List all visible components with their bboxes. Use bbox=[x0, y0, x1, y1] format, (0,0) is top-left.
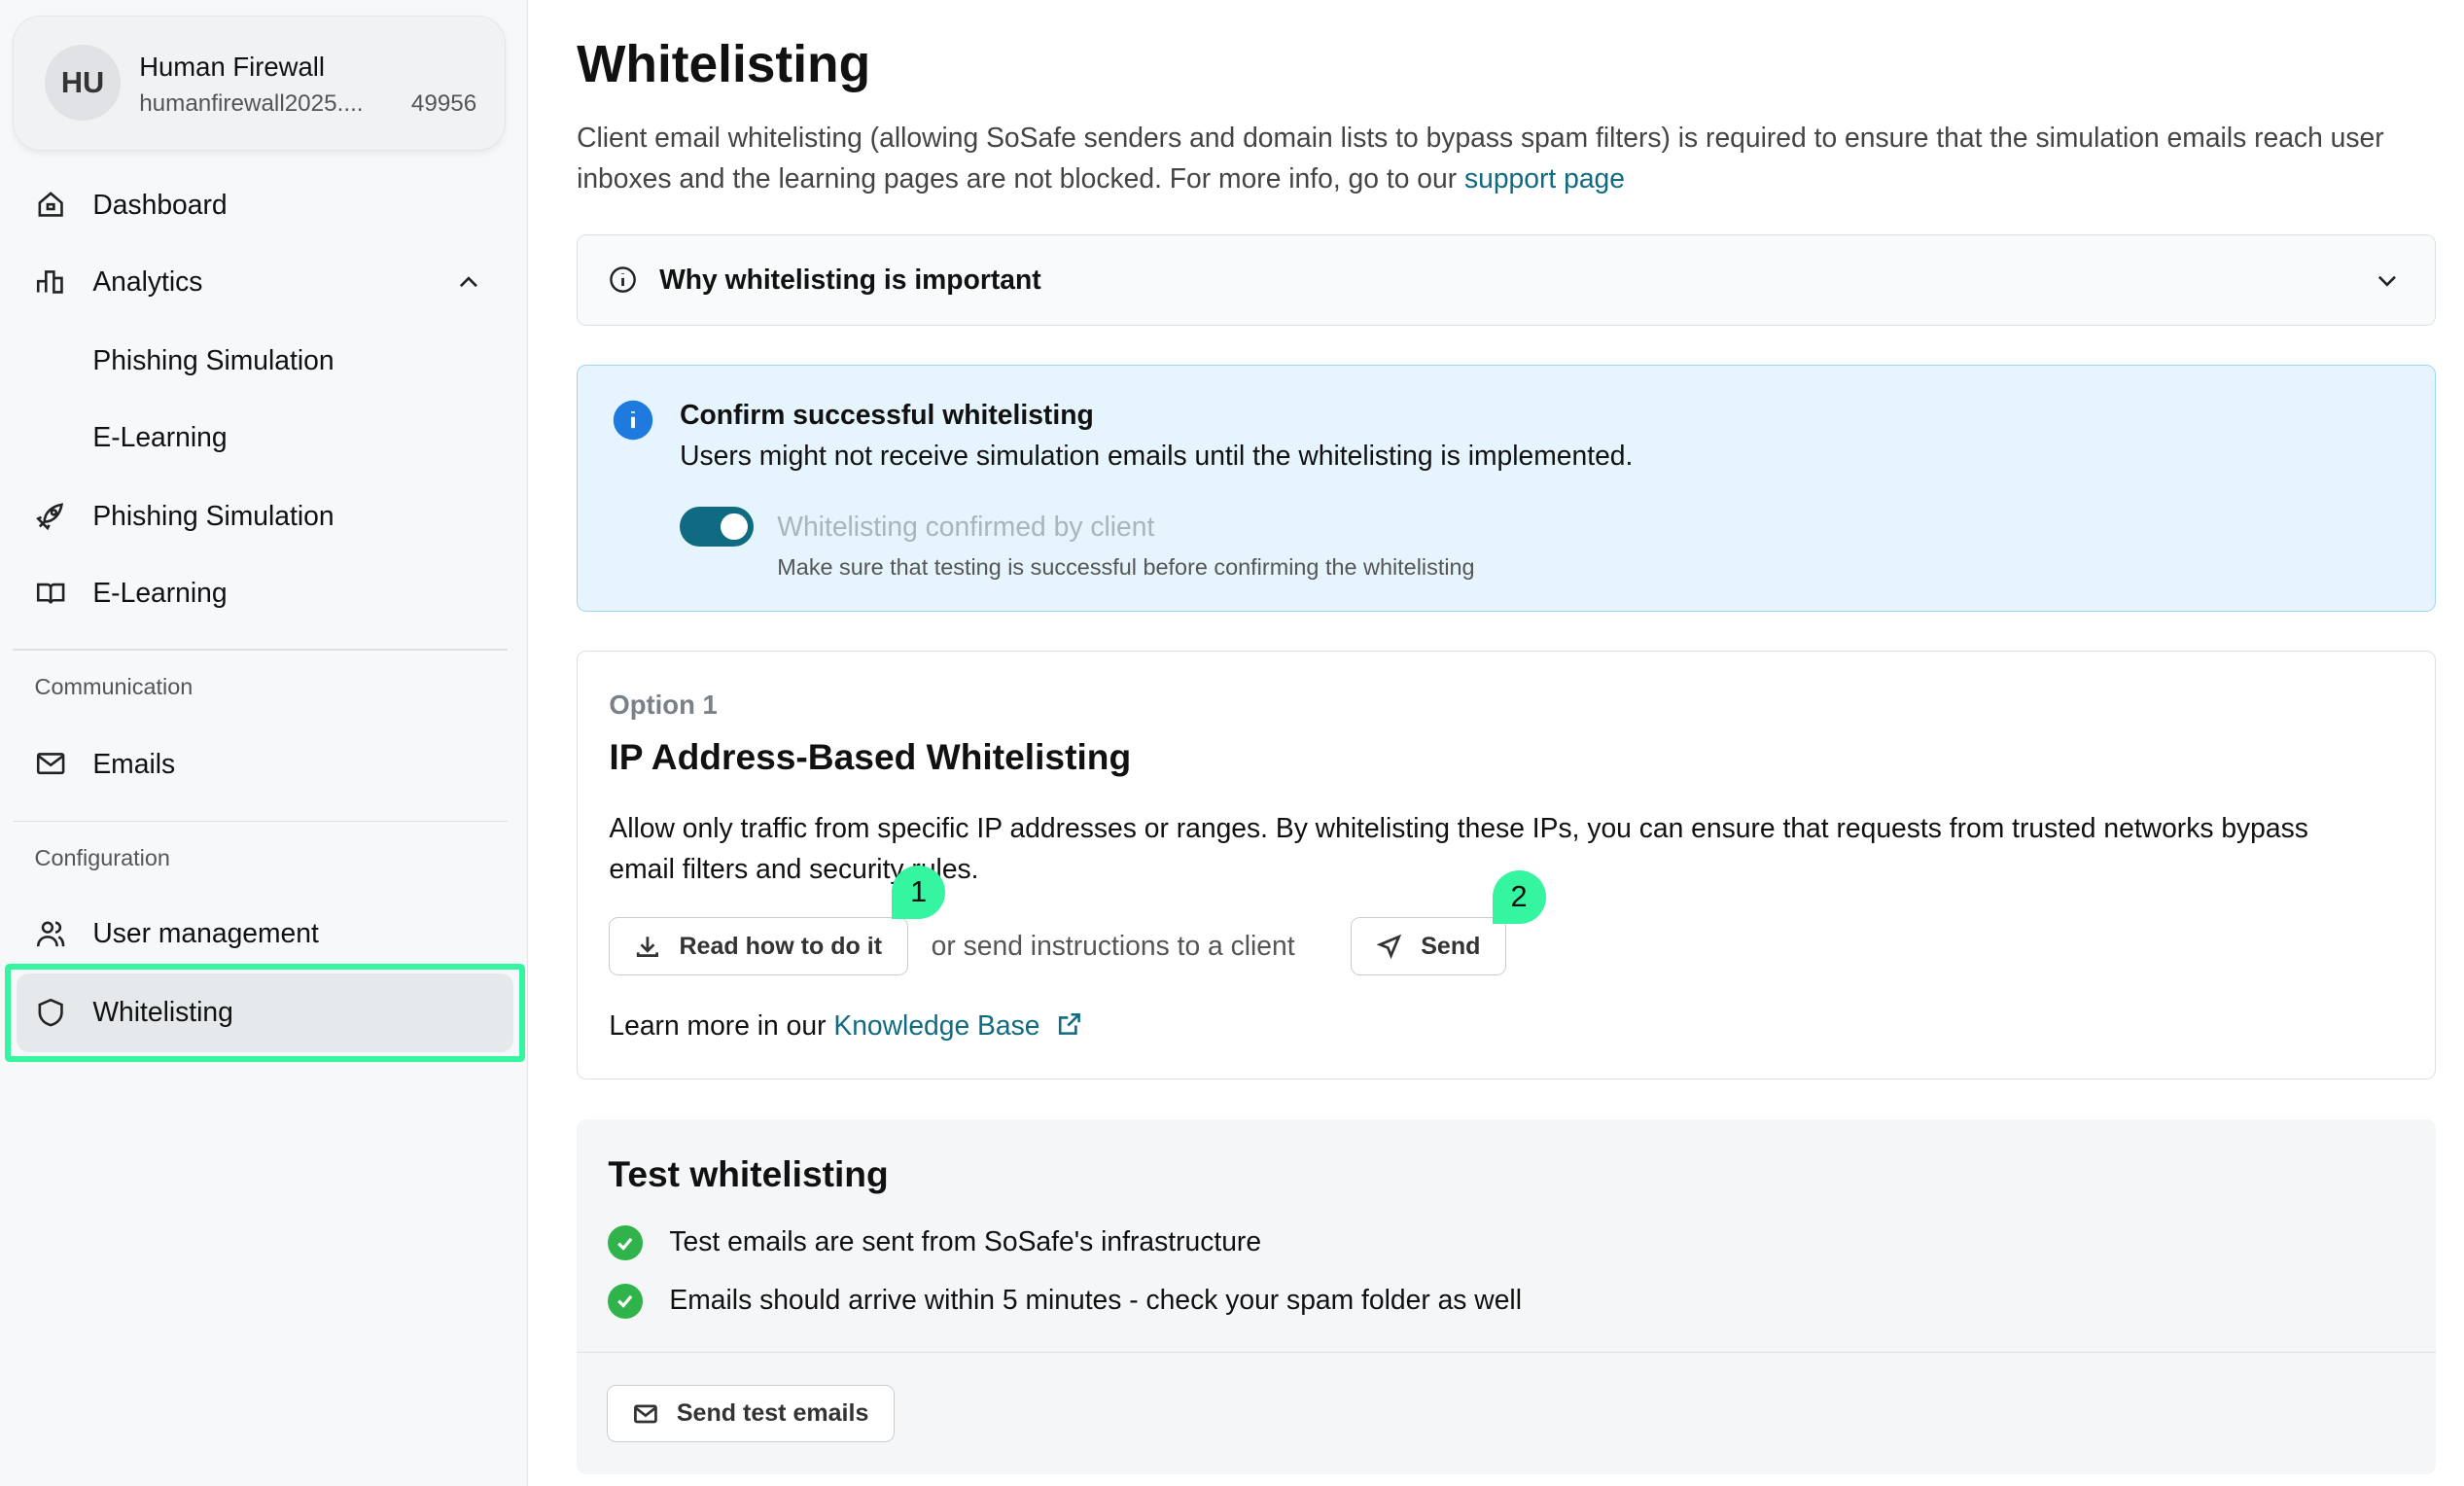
sidebar-item-analytics-elearning[interactable]: E-Learning bbox=[92, 413, 227, 460]
knowledge-base-link[interactable]: Knowledge Base bbox=[833, 1009, 1040, 1042]
send-icon bbox=[1376, 934, 1402, 959]
sidebar-item-label: User management bbox=[92, 917, 319, 949]
chevron-down-icon bbox=[2378, 275, 2397, 287]
support-link[interactable]: support page bbox=[1463, 161, 1625, 194]
why-whitelisting-accordion[interactable]: Why whitelisting is important bbox=[577, 233, 2436, 326]
divider bbox=[12, 820, 508, 823]
send-button[interactable]: Send bbox=[1351, 917, 1507, 975]
mail-icon bbox=[36, 753, 64, 775]
sidebar-item-label: Whitelisting bbox=[92, 996, 233, 1028]
annotation-badge-2: 2 bbox=[1492, 869, 1546, 924]
account-email: humanfirewall2025.... bbox=[139, 90, 364, 118]
home-icon bbox=[38, 192, 63, 217]
learn-more: Learn more in our Knowledge Base bbox=[609, 1009, 1082, 1042]
chevron-up-icon[interactable] bbox=[456, 270, 481, 296]
account-switcher[interactable]: HU Human Firewall humanfirewall2025.... … bbox=[12, 16, 507, 152]
alert-title: Confirm successful whitelisting bbox=[680, 398, 1094, 430]
sidebar-item-label: Dashboard bbox=[92, 188, 228, 220]
option-desc: Allow only traffic from specific IP addr… bbox=[609, 811, 2308, 884]
test-whitelisting-section: Test whitelisting Test emails are sent f… bbox=[577, 1118, 2436, 1474]
sidebar-item-label: Emails bbox=[92, 747, 176, 779]
sidebar-item-label: Phishing Simulation bbox=[92, 343, 334, 375]
shield-icon bbox=[38, 998, 63, 1026]
mail-icon bbox=[633, 1404, 657, 1424]
sidebar-item-phishing-simulation[interactable]: Phishing Simulation bbox=[35, 492, 334, 539]
sidebar-item-elearning[interactable]: E-Learning bbox=[35, 569, 228, 616]
button-label: Send test emails bbox=[676, 1399, 869, 1428]
sidebar-item-emails[interactable]: Emails bbox=[35, 740, 176, 787]
sidebar-item-label: Phishing Simulation bbox=[92, 499, 334, 531]
page-title: Whitelisting bbox=[577, 35, 871, 93]
accordion-title: Why whitelisting is important bbox=[659, 264, 1041, 296]
annotation-badge-1: 1 bbox=[892, 865, 946, 919]
account-id: 49956 bbox=[410, 90, 477, 118]
section-communication: Communication bbox=[34, 674, 194, 700]
sidebar-item-analytics-phishing[interactable]: Phishing Simulation bbox=[92, 336, 334, 383]
account-name: Human Firewall bbox=[139, 51, 325, 82]
divider bbox=[577, 1351, 2436, 1354]
option-title: IP Address-Based Whitelisting bbox=[609, 736, 1132, 778]
intro-body: Client email whitelisting (allowing SoSa… bbox=[577, 121, 2384, 194]
sidebar-item-whitelisting-highlight bbox=[4, 963, 525, 1063]
read-how-button[interactable]: Read how to do it bbox=[609, 917, 908, 975]
sidebar-item-label: E-Learning bbox=[92, 420, 228, 452]
test-item: Emails should arrive within 5 minutes - … bbox=[669, 1284, 1522, 1316]
info-icon bbox=[613, 401, 652, 441]
sidebar-item-label: Analytics bbox=[92, 265, 203, 297]
rocket-icon bbox=[35, 503, 63, 531]
check-circle-icon bbox=[608, 1225, 643, 1260]
sidebar-item-dashboard[interactable]: Dashboard bbox=[35, 181, 228, 228]
toggle-label: Whitelisting confirmed by client bbox=[777, 510, 1155, 542]
sidebar-item-user-management[interactable]: User management bbox=[35, 910, 319, 957]
button-label: Read how to do it bbox=[679, 932, 883, 960]
send-test-emails-button[interactable]: Send test emails bbox=[606, 1384, 896, 1443]
test-title: Test whitelisting bbox=[608, 1153, 889, 1195]
book-icon bbox=[36, 583, 64, 604]
test-item: Test emails are sent from SoSafe's infra… bbox=[669, 1225, 1262, 1257]
check-circle-icon bbox=[608, 1284, 643, 1319]
divider bbox=[12, 649, 508, 652]
external-link-icon[interactable] bbox=[1057, 1011, 1082, 1037]
button-label: Send bbox=[1421, 932, 1481, 960]
sidebar-item-whitelisting[interactable]: Whitelisting bbox=[35, 988, 233, 1035]
sidebar-item-label: E-Learning bbox=[92, 576, 228, 608]
confirm-whitelisting-alert: Confirm successful whitelisting Users mi… bbox=[577, 364, 2436, 612]
sidebar-item-analytics[interactable]: Analytics bbox=[35, 258, 203, 304]
avatar: HU bbox=[45, 45, 121, 121]
section-configuration: Configuration bbox=[34, 845, 170, 871]
info-circle-icon bbox=[610, 266, 637, 293]
intro-text: Client email whitelisting (allowing SoSa… bbox=[577, 117, 2436, 198]
sidebar: HU Human Firewall humanfirewall2025.... … bbox=[0, 0, 528, 1486]
learn-more-text: Learn more in our bbox=[609, 1009, 834, 1042]
option-1-card: Option 1 IP Address-Based Whitelisting A… bbox=[577, 651, 2436, 1080]
toggle-hint: Make sure that testing is successful bef… bbox=[777, 553, 1475, 580]
bar-chart-icon bbox=[36, 270, 63, 294]
confirmed-toggle[interactable] bbox=[680, 507, 755, 547]
option-kicker: Option 1 bbox=[609, 689, 718, 720]
download-icon bbox=[637, 937, 659, 958]
alert-text: Users might not receive simulation email… bbox=[680, 439, 1634, 471]
users-icon bbox=[36, 921, 64, 946]
or-send-text: or send instructions to a client bbox=[931, 930, 1295, 962]
